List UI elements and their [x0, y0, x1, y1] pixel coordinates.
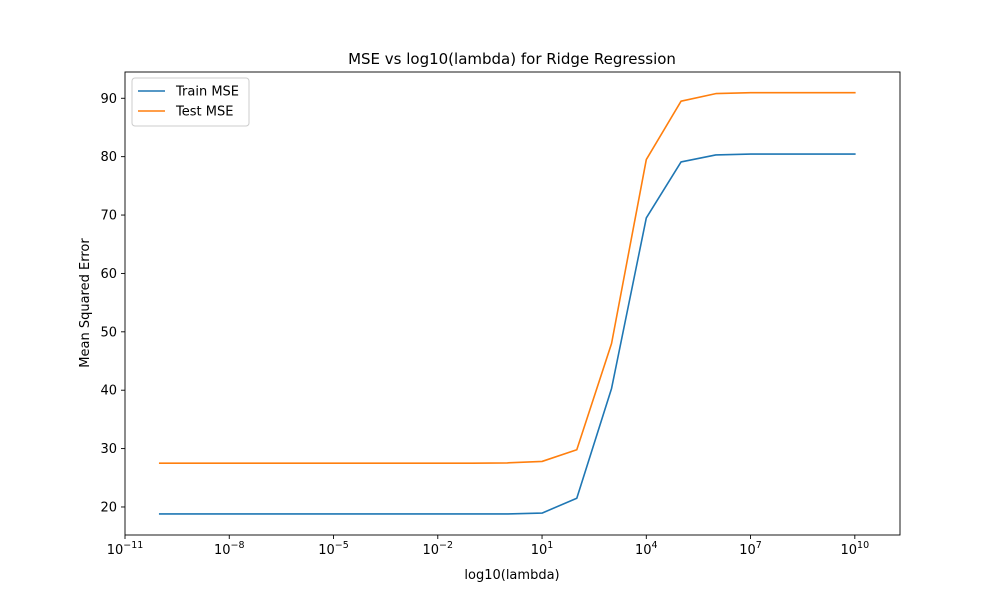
- y-axis: 20 30 40 50 60 70 80 90: [100, 92, 125, 515]
- plot-frame: [124, 71, 901, 536]
- x-axis: 10−11 10−8 10−5 10−2 101 104 107 1010: [107, 535, 869, 558]
- x-tick-label: 101: [531, 540, 554, 558]
- legend-label-train-mse: Train MSE: [175, 85, 239, 100]
- y-axis-label: Mean Squared Error: [78, 238, 93, 368]
- y-tick-label: 20: [100, 500, 117, 515]
- y-tick-label: 50: [100, 325, 117, 340]
- x-tick-label: 1010: [841, 540, 870, 558]
- x-tick-label: 10−2: [422, 540, 453, 558]
- legend-label-test-mse: Test MSE: [175, 105, 233, 120]
- x-tick-label: 10−11: [107, 540, 144, 558]
- chart-title: MSE vs log10(lambda) for Ridge Regressio…: [348, 50, 676, 68]
- legend-box: [131, 77, 250, 127]
- y-tick-label: 70: [100, 209, 117, 224]
- y-tick-label: 60: [100, 267, 117, 282]
- y-tick-label: 40: [100, 384, 117, 399]
- series-line-test-mse: [158, 91, 856, 464]
- plot-area: [124, 71, 901, 536]
- y-tick-label: 90: [100, 92, 117, 107]
- series-line-train-mse: [158, 153, 856, 515]
- x-tick-label: 10−5: [318, 540, 349, 558]
- legend: Train MSE Test MSE: [131, 77, 250, 127]
- y-tick-label: 80: [100, 150, 117, 165]
- y-tick-label: 30: [100, 442, 117, 457]
- x-tick-label: 104: [635, 540, 658, 558]
- x-axis-label: log10(lambda): [464, 568, 559, 583]
- x-tick-label: 107: [739, 540, 762, 558]
- x-tick-label: 10−8: [214, 540, 245, 558]
